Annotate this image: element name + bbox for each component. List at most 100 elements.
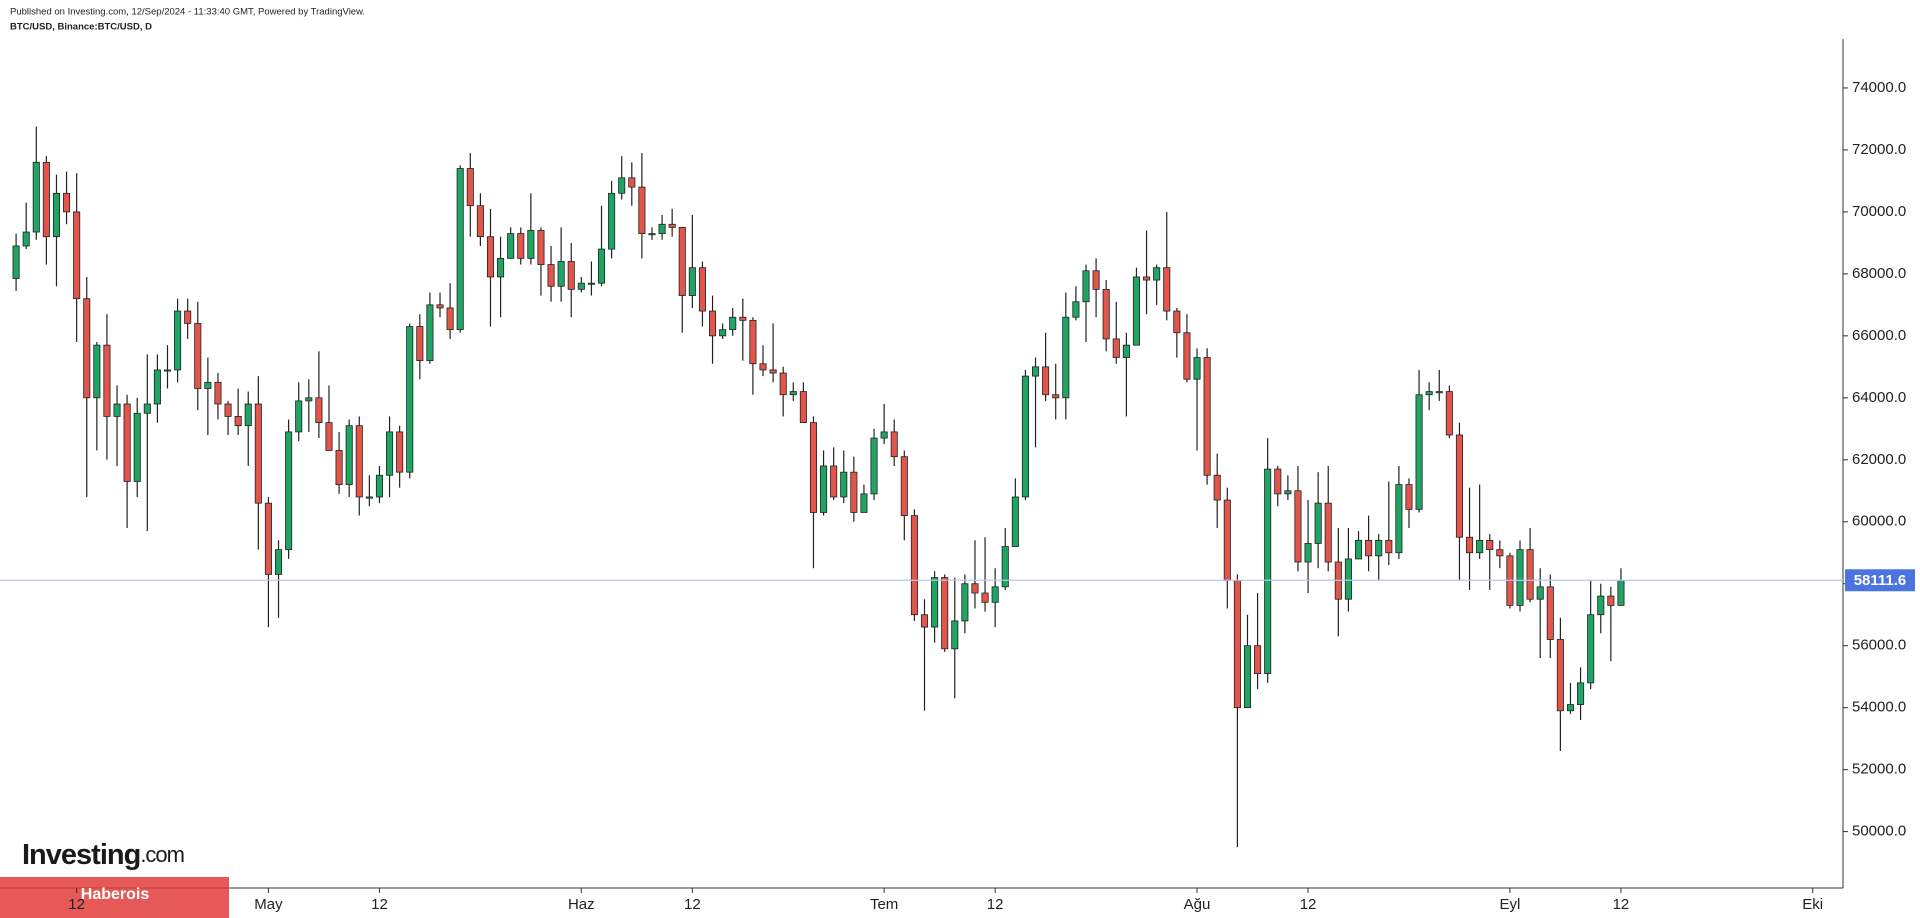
candle-body <box>1021 375 1029 498</box>
logo-brand: Investing <box>22 839 140 871</box>
candle-body <box>769 369 777 374</box>
candle-body <box>355 425 363 498</box>
candle-body <box>1001 546 1009 588</box>
x-tick-label: 12 <box>68 896 85 913</box>
logo-domain: .com <box>140 842 184 867</box>
candle-body <box>658 223 666 234</box>
y-tick-label: 62000.0 <box>1852 451 1906 468</box>
candle-body <box>1496 549 1504 557</box>
candle-body <box>638 186 646 234</box>
candle-body <box>42 161 50 238</box>
candle-body <box>123 403 131 482</box>
y-tick-label: 56000.0 <box>1852 637 1906 654</box>
candle-body <box>83 298 91 399</box>
candle-body <box>93 344 101 399</box>
candle-body <box>1264 468 1272 674</box>
candle-body <box>759 363 767 371</box>
candle-body <box>73 211 81 300</box>
candle-body <box>22 231 30 247</box>
candle-body <box>285 431 293 551</box>
candle-body <box>52 192 60 238</box>
candle-body <box>1254 645 1262 674</box>
candle-body <box>1294 490 1302 563</box>
candle-body <box>204 381 212 389</box>
candle-body <box>1102 288 1110 340</box>
candle-body <box>1365 539 1373 557</box>
candle-body <box>133 412 141 482</box>
candle-body <box>577 282 585 290</box>
candle-body <box>1395 484 1403 554</box>
candle-body <box>1344 558 1352 600</box>
candle-body <box>880 431 888 439</box>
candle-body <box>608 192 616 250</box>
candle-body <box>396 431 404 473</box>
candle-body <box>1031 366 1040 377</box>
candle-body <box>1587 614 1595 684</box>
candle-body <box>1122 344 1130 358</box>
candle-body <box>214 381 222 405</box>
candle-body <box>1435 391 1443 394</box>
candle-body <box>951 620 959 650</box>
candle-body <box>1445 391 1453 436</box>
y-tick-label: 70000.0 <box>1852 203 1906 220</box>
candle-body <box>547 264 555 287</box>
candle-body <box>153 369 161 405</box>
candle-body <box>1233 580 1241 709</box>
candle-body <box>1193 357 1201 380</box>
candle-body <box>820 465 828 513</box>
candle-body <box>335 450 343 485</box>
y-tick-label: 54000.0 <box>1852 699 1906 716</box>
candle-body <box>1324 502 1332 563</box>
candle-body <box>587 282 595 285</box>
candle-body <box>194 323 202 389</box>
candle-body <box>850 471 858 513</box>
candle-body <box>375 474 383 498</box>
candle-body <box>618 177 626 194</box>
candle-body <box>1274 468 1282 495</box>
publish-note: Published on Investing.com, 12/Sep/2024 … <box>10 7 365 18</box>
y-tick-label: 68000.0 <box>1852 265 1906 282</box>
x-tick-label: May <box>254 896 283 913</box>
candle-body <box>1011 496 1019 547</box>
candle-body <box>103 344 111 417</box>
candle-body <box>678 226 686 296</box>
y-tick-label: 74000.0 <box>1852 79 1906 96</box>
candle-body <box>1042 366 1050 396</box>
candle-body <box>1062 316 1070 399</box>
candle-body <box>325 422 333 451</box>
candle-body <box>244 403 252 427</box>
candle-body <box>1092 270 1100 290</box>
candle-body <box>1082 270 1090 303</box>
candle-body <box>1425 391 1433 396</box>
candle-body <box>436 304 444 309</box>
candle-body <box>1243 645 1252 709</box>
candle-body <box>63 192 71 213</box>
candle-body <box>1415 394 1423 510</box>
candle-body <box>1163 267 1171 312</box>
candle-body <box>254 403 262 504</box>
watermark-box <box>0 877 229 918</box>
candle-body <box>264 502 272 575</box>
candle-body <box>1617 580 1625 606</box>
y-tick-label: 66000.0 <box>1852 327 1906 344</box>
candle-body <box>1284 490 1292 495</box>
candle-body <box>1052 394 1060 399</box>
x-tick-label: Ağu <box>1184 896 1211 913</box>
candle-body <box>971 583 979 594</box>
candle-body <box>840 471 848 498</box>
candle-body <box>345 425 353 485</box>
candle-body <box>527 230 535 259</box>
candle-body <box>1314 502 1322 544</box>
candle-body <box>648 233 656 236</box>
x-tick-label: 12 <box>1613 896 1630 913</box>
candle-body <box>1405 484 1413 510</box>
candle-body <box>890 431 898 458</box>
candle-body <box>1304 543 1312 563</box>
candle-body <box>991 586 999 603</box>
candle-body <box>1203 357 1211 476</box>
candle-body <box>1526 549 1534 600</box>
x-tick-label: 12 <box>987 896 1004 913</box>
candle-body <box>1486 539 1494 551</box>
